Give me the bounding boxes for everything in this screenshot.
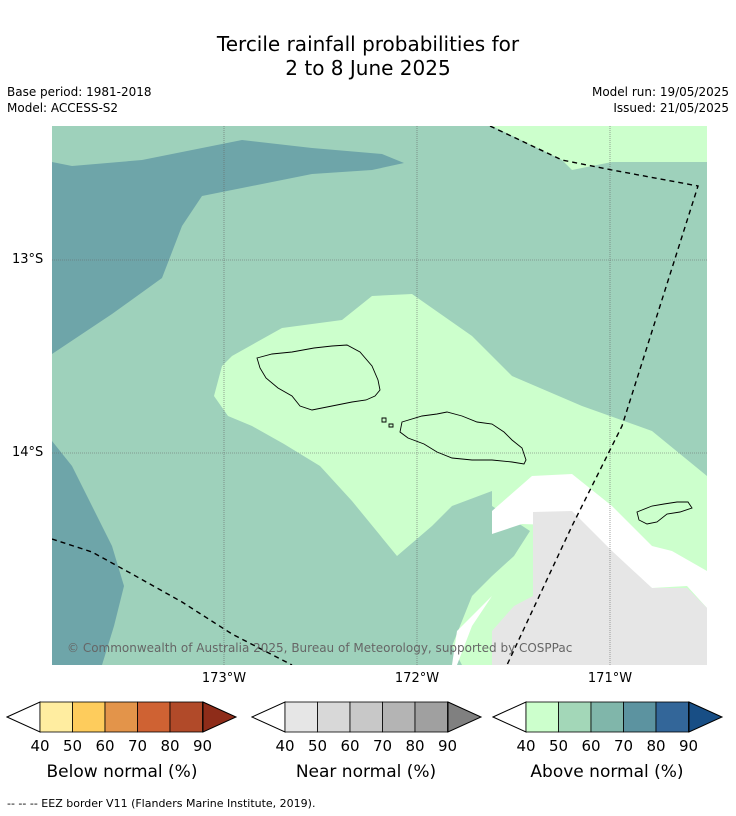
cb-below-min-arrow bbox=[6, 701, 41, 733]
region-no-signal bbox=[452, 474, 707, 665]
colorbar-tick-label: 70 bbox=[372, 737, 393, 755]
model-run: Model run: 19/05/2025 bbox=[591, 85, 729, 99]
cb-near-cell bbox=[284, 701, 318, 733]
map-svg bbox=[52, 126, 707, 665]
colorbar-tick-label: 80 bbox=[160, 737, 180, 755]
cb-near-cell bbox=[349, 701, 383, 733]
colorbar-tick-label: 90 bbox=[437, 737, 458, 755]
colorbar-tick-label: 90 bbox=[192, 737, 213, 755]
title-line-2: 2 to 8 June 2025 bbox=[285, 56, 451, 80]
colorbar-tick-label: 50 bbox=[62, 737, 83, 755]
near-normal-title: Near normal (%) bbox=[295, 762, 437, 782]
colorbar-tick-label: 90 bbox=[678, 737, 699, 755]
copyright-credit: © Commonwealth of Australia 2025, Bureau… bbox=[67, 641, 573, 655]
islands bbox=[256, 344, 693, 525]
cb-near-cell bbox=[382, 701, 416, 733]
lat-label-14s: 14°S bbox=[12, 445, 44, 460]
cb-near-cell bbox=[317, 701, 351, 733]
colorbar-tick-label: 60 bbox=[581, 737, 601, 755]
small-islet-2 bbox=[388, 423, 394, 428]
cb-above-cell bbox=[525, 701, 559, 733]
colorbar-tick-label: 50 bbox=[307, 737, 328, 755]
eez-border bbox=[52, 126, 699, 665]
cb-above-cell bbox=[655, 701, 689, 733]
issued-date: Issued: 21/05/2025 bbox=[613, 101, 729, 115]
colorbar-tick-label: 70 bbox=[613, 737, 634, 755]
colorbar-tick-label: 80 bbox=[405, 737, 425, 755]
cb-above-cell bbox=[558, 701, 592, 733]
colorbar-above bbox=[492, 701, 724, 733]
upolu-island bbox=[399, 411, 527, 465]
cb-near-min-arrow bbox=[251, 701, 286, 733]
cb-below-cell bbox=[72, 701, 106, 733]
cb-near-cell bbox=[414, 701, 448, 733]
map-panel bbox=[52, 126, 707, 665]
above-normal-title: Above normal (%) bbox=[530, 762, 684, 782]
cb-above-min-arrow bbox=[492, 701, 527, 733]
cb-above-max-arrow bbox=[688, 701, 724, 733]
title-line-1: Tercile rainfall probabilities for bbox=[216, 32, 520, 56]
colorbar-tick-label: 80 bbox=[646, 737, 666, 755]
below-normal-title: Below normal (%) bbox=[46, 762, 198, 782]
tutuila-island bbox=[636, 501, 693, 525]
colorbar-tick-label: 40 bbox=[275, 737, 295, 755]
region-near-40 bbox=[492, 511, 707, 665]
region-above-60-nw bbox=[52, 140, 404, 354]
small-islet-1 bbox=[381, 417, 387, 423]
colorbar-tick-label: 40 bbox=[30, 737, 50, 755]
lat-label-13s: 13°S bbox=[12, 252, 44, 267]
colorbar-tick-label: 60 bbox=[95, 737, 115, 755]
colorbar-below bbox=[6, 701, 238, 733]
model-name: Model: ACCESS-S2 bbox=[7, 101, 119, 115]
colorbar-near bbox=[251, 701, 483, 733]
cb-below-cell bbox=[137, 701, 171, 733]
colorbar-tick-label: 40 bbox=[516, 737, 536, 755]
colorbar-tick-label: 60 bbox=[340, 737, 360, 755]
lon-label-172w: 172°W bbox=[394, 671, 440, 686]
meta-right: Model run: 19/05/2025 Issued: 21/05/2025 bbox=[592, 84, 729, 116]
lon-label-173w: 173°W bbox=[201, 671, 247, 686]
cb-below-cell bbox=[169, 701, 203, 733]
colorbar-tick-label: 70 bbox=[127, 737, 148, 755]
savaii-island bbox=[256, 344, 381, 411]
region-above-60-sw bbox=[52, 441, 124, 665]
colorbar-tick-label: 50 bbox=[548, 737, 569, 755]
cb-above-cell bbox=[590, 701, 624, 733]
cb-below-cell bbox=[104, 701, 138, 733]
region-above-40-top bbox=[492, 126, 707, 170]
cb-below-cell bbox=[39, 701, 73, 733]
meta-left: Base period: 1981-2018 Model: ACCESS-S2 bbox=[7, 84, 152, 116]
cb-above-cell bbox=[623, 701, 657, 733]
cb-below-max-arrow bbox=[202, 701, 238, 733]
eez-footnote: -- -- -- EEZ border V11 (Flanders Marine… bbox=[7, 797, 316, 810]
base-period: Base period: 1981-2018 bbox=[7, 85, 152, 99]
cb-near-max-arrow bbox=[447, 701, 483, 733]
lon-label-171w: 171°W bbox=[587, 671, 633, 686]
map-title: Tercile rainfall probabilities for 2 to … bbox=[0, 32, 736, 80]
